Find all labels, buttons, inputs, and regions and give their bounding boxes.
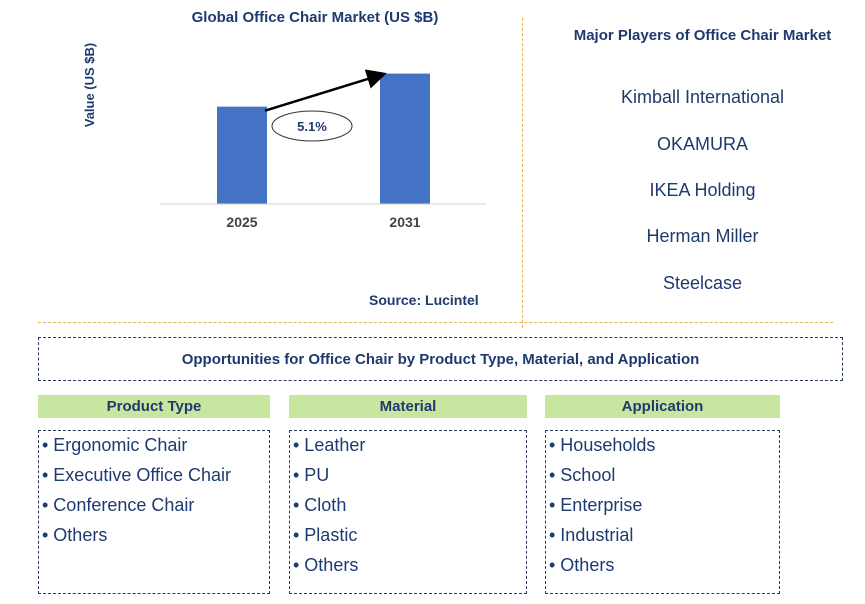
list-item: • Others bbox=[549, 555, 615, 575]
x-tick-label: 2031 bbox=[389, 214, 420, 230]
growth-arrow bbox=[264, 69, 387, 112]
list-item: • School bbox=[549, 465, 616, 485]
x-tick-label: 2025 bbox=[226, 214, 257, 230]
list-item: • Enterprise bbox=[549, 495, 643, 515]
material-list: • Leather • PU • Cloth • Plastic • Other… bbox=[289, 430, 527, 594]
list-item: • Conference Chair bbox=[42, 495, 195, 515]
horizontal-divider bbox=[38, 322, 833, 323]
player-item: Kimball International bbox=[620, 87, 785, 107]
list-item: • Others bbox=[293, 555, 359, 575]
list-item: • Ergonomic Chair bbox=[42, 435, 188, 455]
vertical-divider bbox=[522, 18, 523, 328]
player-item: Herman Miller bbox=[646, 226, 759, 246]
application-header: Application bbox=[545, 395, 780, 418]
list-item: • Plastic bbox=[293, 525, 358, 545]
bar-2031 bbox=[380, 73, 430, 204]
source-label: Source: Lucintel bbox=[369, 292, 479, 308]
product-type-list: • Ergonomic Chair • Executive Office Cha… bbox=[38, 430, 270, 594]
list-item: • Executive Office Chair bbox=[42, 465, 232, 485]
list-item: • Cloth bbox=[293, 495, 347, 515]
player-item: IKEA Holding bbox=[649, 180, 756, 200]
list-item: • Households bbox=[549, 435, 656, 455]
chart-title: Global Office Chair Market (US $B) bbox=[191, 9, 439, 26]
player-item: Steelcase bbox=[662, 273, 743, 293]
player-item: OKAMURA bbox=[656, 134, 748, 154]
market-chart: 2025 2031 5.1% bbox=[160, 69, 486, 230]
bar-2025 bbox=[217, 106, 267, 204]
cagr-label: 5.1% bbox=[297, 119, 327, 134]
opportunities-title: Opportunities for Office Chair by Produc… bbox=[38, 337, 843, 381]
list-item: • Leather bbox=[293, 435, 366, 455]
material-header: Material bbox=[289, 395, 527, 418]
application-list: • Households • School • Enterprise • Ind… bbox=[545, 430, 780, 594]
list-item: • Industrial bbox=[549, 525, 634, 545]
product-type-header: Product Type bbox=[38, 395, 270, 418]
list-item: • Others bbox=[42, 525, 108, 545]
players-title: Major Players of Office Chair Market bbox=[573, 27, 832, 44]
list-item: • PU bbox=[293, 465, 330, 485]
cagr-bubble bbox=[271, 110, 353, 142]
